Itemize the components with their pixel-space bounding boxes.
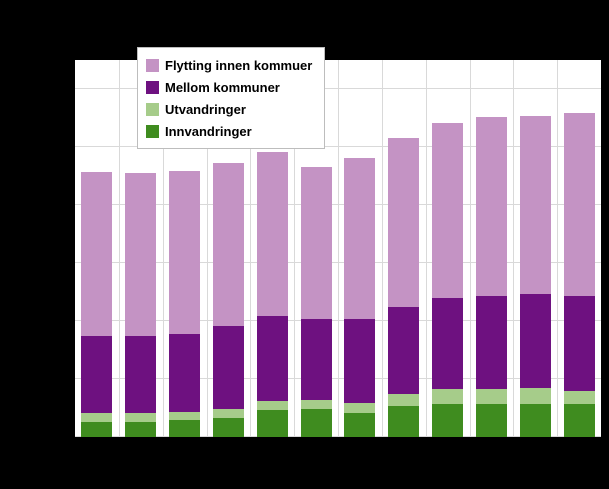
bar-segment-mellom-kommuner — [213, 326, 244, 409]
stacked-bar — [81, 172, 112, 437]
vertical-gridline — [426, 60, 427, 437]
bar-segment-flytting-innen-kommuer — [125, 173, 156, 336]
bar-segment-flytting-innen-kommuer — [344, 158, 375, 319]
bar-segment-flytting-innen-kommuer — [432, 123, 463, 298]
bar-segment-innvandringer — [432, 404, 463, 437]
stacked-bar — [432, 123, 463, 437]
bar-segment-utvandringer — [213, 409, 244, 418]
bar-segment-innvandringer — [257, 410, 288, 437]
bar-segment-innvandringer — [81, 422, 112, 437]
vertical-gridline — [119, 60, 120, 437]
bar-segment-mellom-kommuner — [125, 336, 156, 413]
bar-segment-flytting-innen-kommuer — [476, 117, 507, 296]
bar-segment-mellom-kommuner — [301, 319, 332, 400]
bar-segment-mellom-kommuner — [564, 296, 595, 391]
bar-segment-utvandringer — [344, 403, 375, 413]
bar-segment-mellom-kommuner — [432, 298, 463, 389]
bar-segment-flytting-innen-kommuer — [520, 116, 551, 294]
bar-segment-innvandringer — [564, 404, 595, 437]
vertical-gridline — [513, 60, 514, 437]
bar-segment-innvandringer — [125, 422, 156, 437]
bar-segment-flytting-innen-kommuer — [169, 171, 200, 334]
bar-segment-flytting-innen-kommuer — [301, 167, 332, 319]
bar-segment-flytting-innen-kommuer — [213, 163, 244, 326]
vertical-gridline — [382, 60, 383, 437]
bar-segment-flytting-innen-kommuer — [257, 152, 288, 316]
bar-segment-mellom-kommuner — [520, 294, 551, 388]
bar-segment-utvandringer — [169, 412, 200, 420]
plot-area — [75, 60, 601, 437]
bar-segment-flytting-innen-kommuer — [564, 113, 595, 296]
vertical-gridline — [470, 60, 471, 437]
bar-segment-innvandringer — [388, 406, 419, 437]
bar-segment-utvandringer — [520, 388, 551, 404]
bar-segment-utvandringer — [476, 389, 507, 404]
bar-segment-innvandringer — [301, 409, 332, 437]
stacked-bar — [388, 138, 419, 437]
bar-segment-utvandringer — [432, 389, 463, 404]
bar-segment-flytting-innen-kommuer — [81, 172, 112, 336]
stacked-bar — [125, 173, 156, 437]
legend-item: Mellom kommuner — [146, 76, 312, 98]
stacked-bar — [257, 152, 288, 437]
stacked-bar — [564, 113, 595, 437]
stacked-bar — [169, 171, 200, 437]
legend-label: Utvandringer — [165, 101, 246, 117]
legend-item: Utvandringer — [146, 98, 312, 120]
vertical-gridline — [207, 60, 208, 437]
bar-segment-utvandringer — [301, 400, 332, 409]
bar-segment-mellom-kommuner — [169, 334, 200, 412]
bar-segment-innvandringer — [169, 420, 200, 437]
bar-segment-utvandringer — [388, 394, 419, 406]
bar-segment-utvandringer — [564, 391, 595, 404]
stacked-bar — [476, 117, 507, 437]
vertical-gridline — [250, 60, 251, 437]
stacked-bar — [520, 116, 551, 437]
bar-segment-innvandringer — [344, 413, 375, 437]
stacked-bar — [301, 167, 332, 437]
bar-segment-mellom-kommuner — [476, 296, 507, 389]
bar-segment-mellom-kommuner — [344, 319, 375, 403]
vertical-gridline — [557, 60, 558, 437]
bar-segment-innvandringer — [213, 418, 244, 437]
vertical-gridline — [338, 60, 339, 437]
bar-segment-utvandringer — [125, 413, 156, 422]
bar-segment-utvandringer — [81, 413, 112, 422]
legend-swatch-icon — [146, 124, 159, 138]
legend-item: Flytting innen kommuer — [146, 54, 312, 76]
vertical-gridline — [294, 60, 295, 437]
bar-segment-flytting-innen-kommuer — [388, 138, 419, 307]
bar-segment-mellom-kommuner — [81, 336, 112, 413]
legend-item: Innvandringer — [146, 120, 312, 142]
legend-label: Innvandringer — [165, 123, 252, 139]
bar-segment-innvandringer — [476, 404, 507, 437]
legend-label: Mellom kommuner — [165, 79, 280, 95]
bar-segment-mellom-kommuner — [388, 307, 419, 394]
legend-swatch-icon — [146, 80, 159, 94]
legend-swatch-icon — [146, 102, 159, 116]
legend-label: Flytting innen kommuer — [165, 57, 313, 73]
stacked-bar — [344, 158, 375, 437]
vertical-gridline — [163, 60, 164, 437]
bar-segment-utvandringer — [257, 401, 288, 410]
bar-segment-innvandringer — [520, 404, 551, 437]
stacked-bar — [213, 163, 244, 437]
bar-segment-mellom-kommuner — [257, 316, 288, 401]
legend-swatch-icon — [146, 58, 159, 72]
legend: Flytting innen kommuer Mellom kommuner Utv… — [137, 47, 326, 149]
